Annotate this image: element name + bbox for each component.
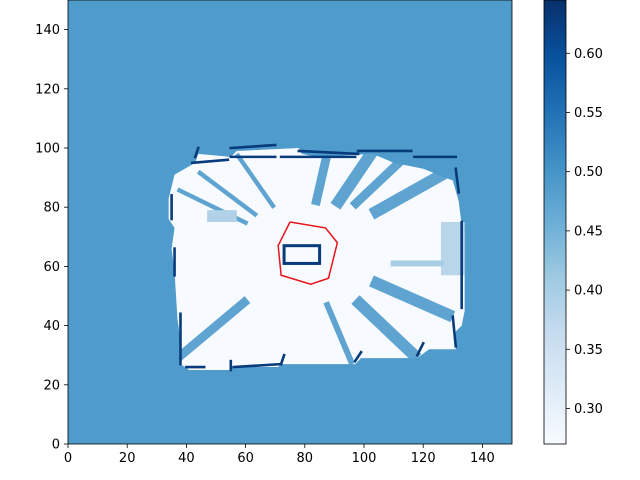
wall-segment-10 [279,353,286,366]
wall-segment-8 [415,341,425,357]
light-patch-layer [207,210,465,276]
colorbar-tick-label-3: 0.45 [574,224,603,239]
y-tick-label-20: 20 [43,378,60,393]
colorbar-frame [543,0,567,445]
x-tick-label-120: 120 [411,451,436,466]
wall-segment-9 [353,350,363,363]
shadow-ray-6 [369,275,456,323]
colorbar-gradient [544,0,566,444]
light-patch-1 [390,260,444,267]
wall-segment-19 [232,362,283,369]
x-tick-label-0: 0 [64,451,72,466]
plot-frame [67,0,513,445]
shadow-ray-0 [196,169,259,218]
wall-segment-15 [193,146,200,159]
x-tick-label-140: 140 [470,451,495,466]
wall-segment-17 [297,149,360,156]
shadow-ray-layer [174,147,456,366]
colorbar-tick-label-6: 0.60 [574,47,603,62]
x-tick-label-60: 60 [237,451,254,466]
wall-segment-5 [454,167,461,194]
robot-path-line [277,221,339,285]
shadow-ray-7 [351,295,422,363]
central-obstacle [282,244,322,265]
x-tick-label-20: 20 [119,451,136,466]
y-tick-label-120: 120 [35,82,60,97]
wall-segment-0 [190,158,230,165]
shadow-ray-9 [174,296,251,362]
y-tick-label-0: 0 [52,438,60,453]
shadow-ray-1 [234,152,276,209]
light-patch-0 [440,222,465,276]
colorbar-tick-label-2: 0.40 [574,284,603,299]
x-tick-label-40: 40 [178,451,195,466]
shadow-ray-5 [368,163,456,220]
heatmap-plot-area [67,0,513,445]
y-tick-label-40: 40 [43,319,60,334]
shadow-ray-8 [323,301,355,366]
wall-layer [170,143,463,372]
x-tick-label-80: 80 [297,451,314,466]
wall-segment-16 [229,143,277,150]
y-axis: 0 20 40 60 80 100 120 140 [35,23,68,453]
x-tick-label-100: 100 [352,451,377,466]
colorbar: 0.30 0.35 0.40 0.45 0.50 0.55 0.60 [543,0,603,445]
wall-segment-7 [451,315,458,348]
y-tick-label-100: 100 [35,142,60,157]
colorbar-tick-label-0: 0.30 [574,402,603,417]
colorbar-ticks: 0.30 0.35 0.40 0.45 0.50 0.55 0.60 [566,47,603,417]
colorbar-tick-label-5: 0.55 [574,106,603,121]
shadow-ray-4 [349,147,415,210]
y-tick-label-60: 60 [43,260,60,275]
shadow-ray-3 [330,147,378,210]
colorbar-tick-label-1: 0.35 [574,343,603,358]
y-tick-label-140: 140 [35,23,60,38]
light-patch-2 [207,210,237,222]
y-tick-label-80: 80 [43,201,60,216]
x-axis: 0 20 40 60 80 100 120 140 [64,444,495,466]
colorbar-tick-label-4: 0.50 [574,165,603,180]
